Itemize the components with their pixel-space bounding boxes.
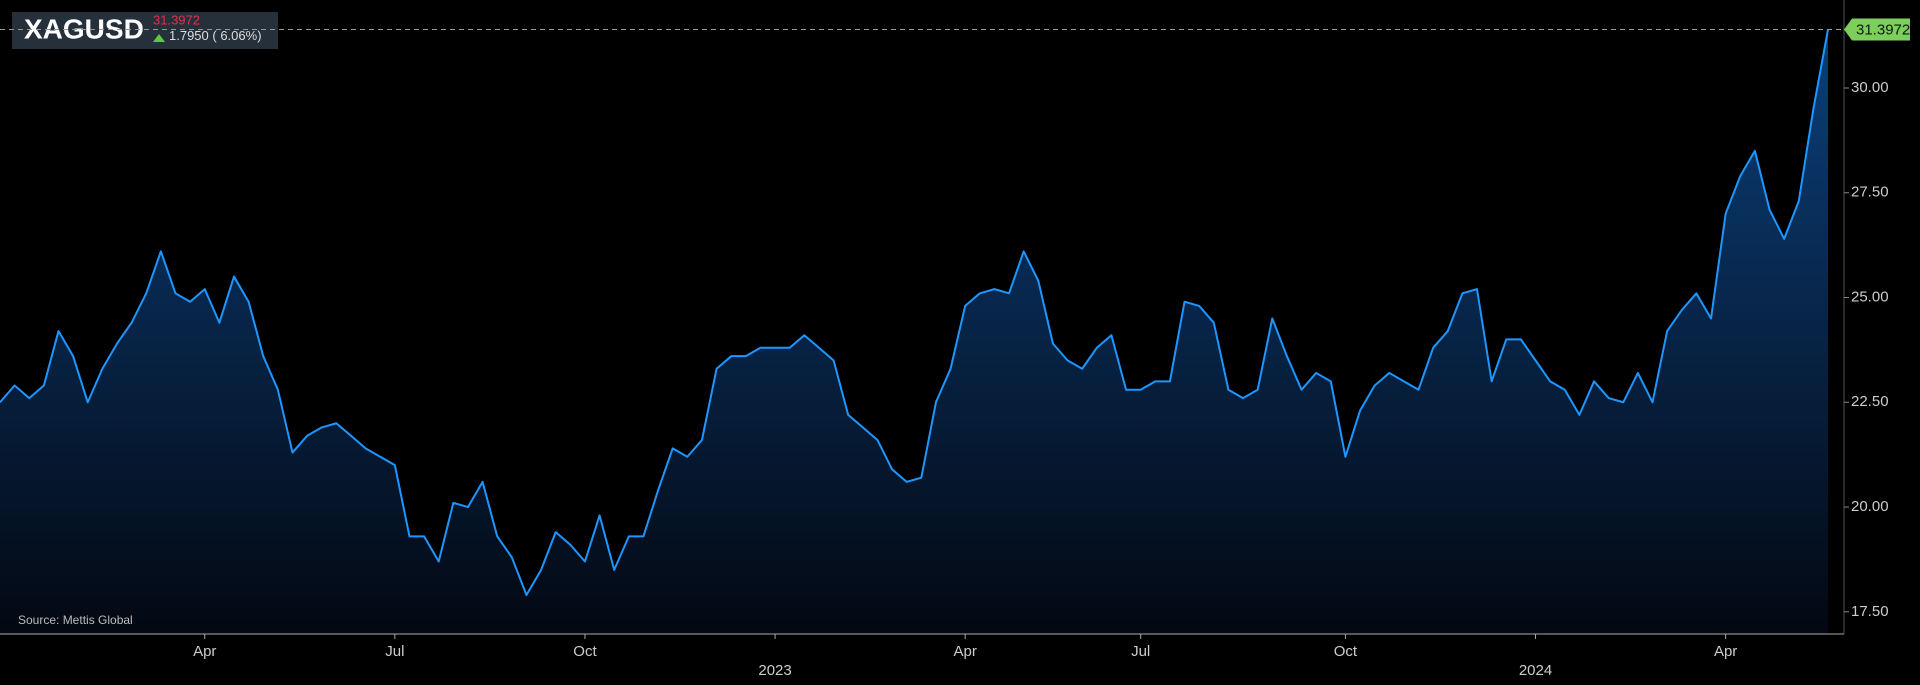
last-value-tag bbox=[1844, 18, 1910, 41]
y-tick-label: 22.50 bbox=[1851, 393, 1889, 410]
y-tick-label: 27.50 bbox=[1851, 184, 1889, 201]
up-arrow bbox=[153, 34, 165, 42]
x-tick-label: Oct bbox=[1334, 643, 1358, 660]
price-line bbox=[0, 29, 1829, 597]
y-tick-label: 17.50 bbox=[1851, 603, 1889, 620]
change-percent: ( 6.06%) bbox=[212, 28, 261, 43]
x-year-label: 2024 bbox=[1519, 662, 1552, 679]
x-tick-label: Apr bbox=[1714, 643, 1737, 660]
y-tick-label: 30.00 bbox=[1851, 79, 1889, 96]
change-value: 1.7950 bbox=[169, 28, 209, 43]
x-tick-label: Apr bbox=[954, 643, 977, 660]
x-tick-label: Jul bbox=[1131, 643, 1150, 660]
area-fill bbox=[0, 29, 1828, 634]
y-tick-label: 25.00 bbox=[1851, 288, 1889, 305]
last-value-label: 31.3972 bbox=[1856, 21, 1910, 38]
header-box: XAGUSD 31.3972 1.7950 ( 6.06%) bbox=[12, 12, 278, 49]
x-tick-label: Apr bbox=[193, 643, 216, 660]
symbol: XAGUSD bbox=[24, 13, 144, 44]
last-price: 31.3972 bbox=[153, 12, 200, 27]
source-note: Source: Mettis Global bbox=[18, 613, 133, 627]
x-tick-label: Jul bbox=[385, 643, 404, 660]
x-tick-label: Oct bbox=[573, 643, 597, 660]
change: 1.7950 ( 6.06%) bbox=[169, 28, 262, 43]
x-year-label: 2023 bbox=[758, 662, 791, 679]
y-tick-label: 20.00 bbox=[1851, 498, 1889, 515]
plot-area bbox=[0, 29, 1829, 634]
header-background bbox=[12, 12, 278, 49]
